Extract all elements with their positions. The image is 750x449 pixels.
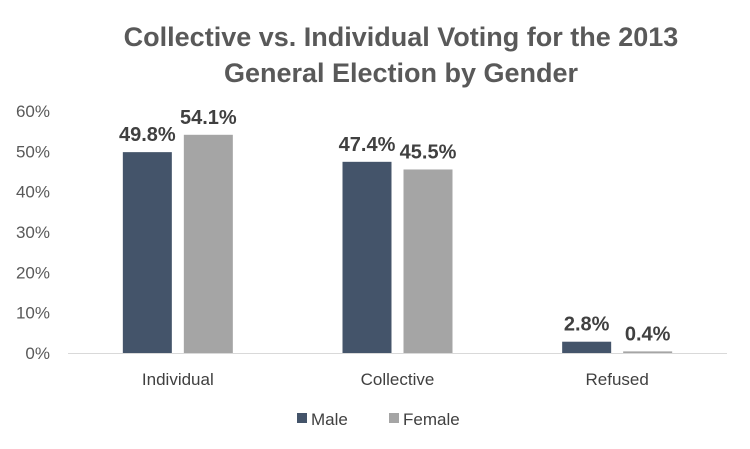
x-category-label: Refused	[586, 370, 649, 389]
chart-title-line-2: General Election by Gender	[224, 58, 579, 88]
y-tick-label: 30%	[16, 223, 50, 242]
legend-swatch	[389, 413, 399, 423]
y-tick-label: 20%	[16, 263, 50, 282]
bar-female-individual	[183, 134, 233, 353]
legend-label: Female	[403, 410, 460, 429]
bar-female-collective	[403, 169, 453, 353]
data-label: 2.8%	[564, 314, 610, 336]
y-axis: 0% 10% 20% 30% 40% 50% 60%	[16, 102, 50, 363]
x-category-label: Individual	[142, 370, 214, 389]
y-tick-label: 60%	[16, 102, 50, 121]
x-category-label: Collective	[361, 370, 435, 389]
data-labels: 49.8%54.1% 47.4% 45.5% 2.8% 0.4%	[119, 107, 671, 346]
legend-label: Male	[311, 410, 348, 429]
data-label: 45.5%	[400, 141, 457, 163]
bars	[122, 134, 673, 353]
legend: Male Female	[297, 410, 460, 429]
chart-title-line-1: Collective vs. Individual Voting for the…	[124, 22, 679, 52]
bar-female-refused	[623, 351, 673, 353]
bar-male-refused	[562, 341, 612, 353]
chart-title: Collective vs. Individual Voting for the…	[124, 22, 679, 88]
data-label: 49.8%	[119, 124, 176, 146]
data-label: 47.4%	[339, 134, 396, 156]
data-label: 54.1%	[180, 107, 237, 129]
bar-male-collective	[342, 161, 392, 353]
y-tick-label: 0%	[25, 344, 50, 363]
y-tick-label: 40%	[16, 183, 50, 202]
bar-male-individual	[122, 152, 172, 353]
data-label: 0.4%	[625, 323, 671, 345]
y-tick-label: 50%	[16, 142, 50, 161]
legend-swatch	[297, 413, 307, 423]
x-axis: Individual Collective Refused	[142, 370, 649, 389]
y-tick-label: 10%	[16, 304, 50, 323]
